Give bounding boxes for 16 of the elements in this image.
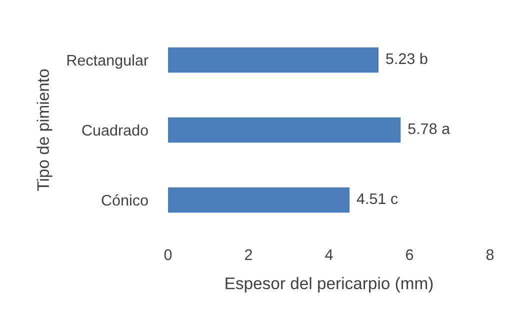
- y-tick-label: Cónico: [102, 194, 148, 206]
- data-label: 5.78 a: [408, 123, 450, 134]
- data-label: 5.23 b: [386, 52, 428, 64]
- x-tick-label: 0: [164, 249, 172, 260]
- bar: [168, 187, 350, 213]
- y-tick-label: Rectangular: [67, 54, 148, 69]
- x-tick-label: 4: [325, 249, 333, 260]
- y-tick-label: Cuadrado: [82, 124, 148, 136]
- bar: [168, 47, 379, 73]
- x-tick-label: 8: [486, 249, 494, 260]
- x-tick-label: 6: [406, 249, 414, 260]
- y-axis-title: Tipo de pimiento: [36, 69, 52, 191]
- x-tick-label: 2: [245, 249, 252, 260]
- x-axis-title: Espesor del pericarpio (mm): [226, 277, 433, 293]
- data-label: 4.51 c: [356, 193, 398, 204]
- bar: [168, 117, 401, 143]
